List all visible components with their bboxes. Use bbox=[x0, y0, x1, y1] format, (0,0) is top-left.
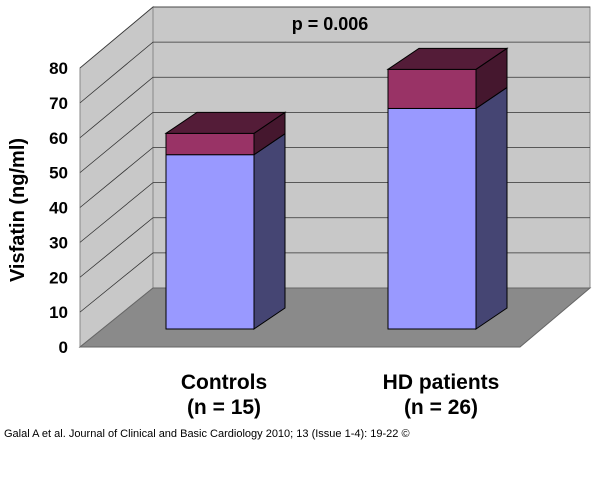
category-label: HD patients bbox=[383, 371, 500, 394]
y-tick-label: 20 bbox=[49, 268, 68, 287]
bars bbox=[164, 47, 509, 330]
bar-top bbox=[386, 47, 509, 70]
floor bbox=[78, 287, 592, 348]
y-tick-label: 70 bbox=[49, 94, 68, 113]
category-labels: Controls(n = 15) HD patients(n = 26) bbox=[181, 371, 500, 419]
bar-segment-front bbox=[387, 107, 477, 330]
gridline bbox=[79, 6, 590, 69]
chart-walls bbox=[78, 5, 592, 349]
p-value-annotation: p = 0.006 bbox=[292, 14, 369, 34]
y-tick-label: 80 bbox=[49, 59, 68, 78]
bar-group bbox=[386, 47, 509, 330]
y-axis-label: Visfatin (ng/ml) bbox=[7, 138, 29, 282]
y-tick-labels: 0 10 20 30 40 50 60 70 80 bbox=[49, 59, 68, 357]
chart: 0 10 20 30 40 50 60 70 80 Controls(n = 15) HD pat… bbox=[7, 5, 592, 419]
bar-top bbox=[164, 111, 287, 134]
bar-segment-front bbox=[165, 154, 255, 330]
y-tick-label: 0 bbox=[59, 338, 68, 357]
bar-segment-front bbox=[387, 68, 477, 109]
bar-segment-front bbox=[165, 132, 255, 156]
gridline bbox=[79, 41, 590, 104]
y-tick-label: 40 bbox=[49, 199, 68, 218]
y-tick-label: 50 bbox=[49, 164, 68, 183]
category-sublabel: (n = 26) bbox=[404, 396, 478, 419]
category-sublabel: (n = 15) bbox=[187, 396, 261, 419]
y-tick-label: 30 bbox=[49, 233, 68, 252]
bar-segment-side bbox=[253, 132, 286, 330]
bar-segment-side bbox=[475, 86, 508, 330]
bar-group bbox=[164, 111, 287, 330]
y-tick-label: 10 bbox=[49, 303, 68, 322]
citation: Galal A et al. Journal of Clinical and B… bbox=[4, 428, 410, 440]
category-label: Controls bbox=[181, 371, 267, 394]
y-tick-label: 60 bbox=[49, 129, 68, 148]
